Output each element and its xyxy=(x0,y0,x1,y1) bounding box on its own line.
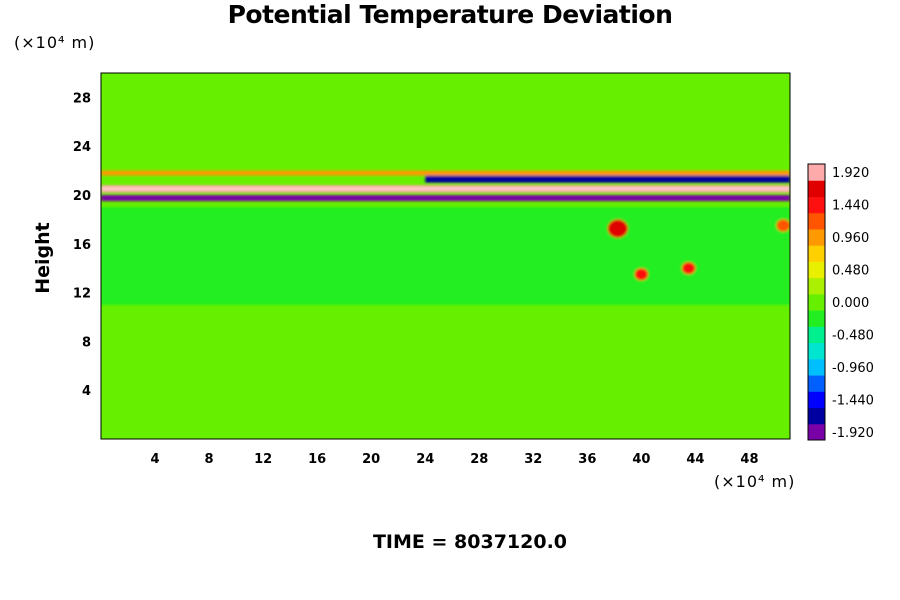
colorbar-swatch xyxy=(808,391,825,409)
x-tick-label: 4 xyxy=(151,452,160,467)
colorbar-swatch xyxy=(808,228,825,246)
colorbar-label: -0.960 xyxy=(832,361,874,376)
y-tick-label: 4 xyxy=(82,384,91,399)
colorbar-swatch xyxy=(808,277,825,295)
colorbar-swatch xyxy=(808,375,825,392)
x-tick-label: 48 xyxy=(740,452,758,467)
x-tick-label: 16 xyxy=(308,452,326,467)
field-feature-9 xyxy=(776,219,790,232)
colorbar-label: -1.440 xyxy=(832,393,874,408)
field-feature-6 xyxy=(607,219,628,238)
colorbar-swatch xyxy=(808,261,825,279)
y-tick-label: 20 xyxy=(73,189,91,204)
colorbar-label: 0.960 xyxy=(832,231,869,246)
time-label: TIME = 8037120.0 xyxy=(372,531,568,553)
x-tick-label: 36 xyxy=(578,452,596,467)
colorbar-swatch xyxy=(808,164,825,181)
colorbar-swatch xyxy=(808,407,825,425)
colorbar-swatch xyxy=(808,212,825,230)
x-tick-label: 32 xyxy=(524,452,542,467)
colorbar-swatch xyxy=(808,423,825,441)
y-tick-label: 16 xyxy=(73,238,91,253)
y-tick-label: 28 xyxy=(73,91,91,106)
colorbar-swatch xyxy=(808,180,825,197)
colorbar-swatch xyxy=(808,326,825,344)
x-tick-label: 8 xyxy=(205,452,214,467)
x-tick-label: 40 xyxy=(632,452,650,467)
colorbar-swatch xyxy=(808,342,825,360)
heatmap-field xyxy=(101,73,790,439)
field-feature-8 xyxy=(681,262,696,275)
y-tick-label: 12 xyxy=(73,287,91,302)
field-feature-7 xyxy=(634,268,649,281)
y-axis-ticks: 4 8 12 16 20 24 28 xyxy=(73,91,91,399)
field-feature-core xyxy=(101,187,790,190)
x-tick-label: 12 xyxy=(254,452,272,467)
field-feature-0 xyxy=(101,73,790,147)
colorbar-label: 0.480 xyxy=(832,264,869,279)
colorbar-label: 1.920 xyxy=(832,166,869,181)
x-tick-label: 28 xyxy=(470,452,488,467)
x-tick-label: 44 xyxy=(686,452,704,467)
x-tick-label: 20 xyxy=(362,452,380,467)
y-axis-unit: (×10⁴ m) xyxy=(14,33,96,52)
field-feature-4 xyxy=(101,170,790,176)
x-tick-label: 24 xyxy=(416,452,434,467)
colorbar-swatch xyxy=(808,245,825,262)
x-axis-ticks: 4 8 12 16 20 24 28 32 36 40 44 48 xyxy=(151,452,759,467)
field-feature-2 xyxy=(101,195,790,202)
colorbar-swatch xyxy=(808,293,825,311)
plot-frame xyxy=(100,72,791,440)
colorbar-label: -0.480 xyxy=(832,328,874,343)
colorbar-label: 1.440 xyxy=(832,199,869,214)
colorbar-swatch xyxy=(808,196,825,214)
y-tick-label: 8 xyxy=(82,335,91,350)
chart-title: Potential Temperature Deviation xyxy=(227,0,673,29)
field-feature-3 xyxy=(425,175,790,183)
colorbar-frame xyxy=(807,163,826,441)
field-feature-5 xyxy=(101,207,790,305)
colorbar-label: 0.000 xyxy=(832,296,869,311)
y-tick-label: 24 xyxy=(73,140,91,155)
colorbar-label: -1.920 xyxy=(832,426,874,441)
x-axis-unit: (×10⁴ m) xyxy=(714,472,796,491)
colorbar: 1.920 1.440 0.960 0.480 0.000 -0.480 -0.960 -1.… xyxy=(807,163,874,441)
colorbar-swatch xyxy=(808,310,825,327)
colorbar-swatch xyxy=(808,358,825,376)
